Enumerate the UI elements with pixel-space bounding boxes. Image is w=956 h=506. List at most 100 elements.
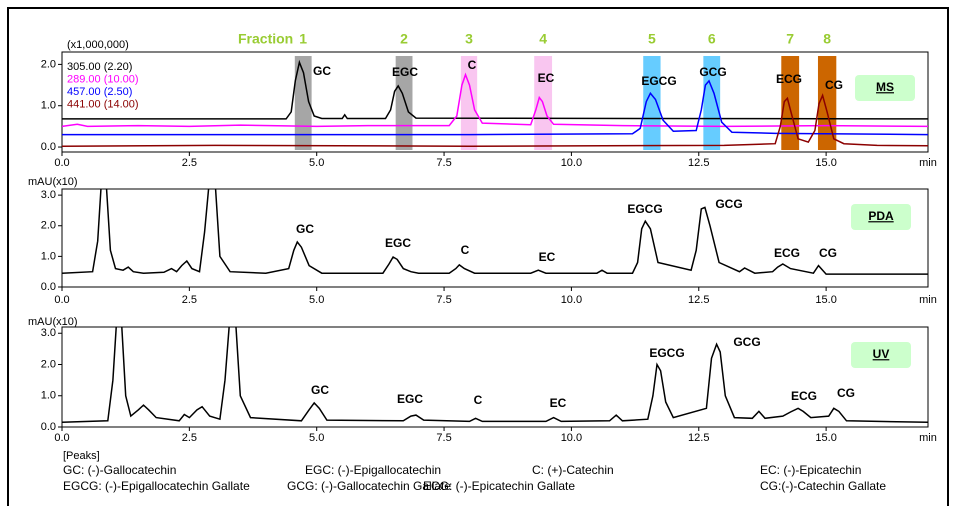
fraction-number: 3 <box>465 31 473 47</box>
legend-entry: 305.00 (2.20) <box>67 61 132 73</box>
y-tick-label: 1.0 <box>41 250 56 262</box>
fraction-number: 1 <box>299 31 307 47</box>
peak-label: EC <box>550 396 567 410</box>
peak-legend-item: EGC: (-)-Epigallocatechin <box>305 463 441 477</box>
x-tick-label: 5.0 <box>309 432 324 444</box>
x-tick-label: 12.5 <box>688 294 709 306</box>
peak-label: ECG <box>776 72 802 86</box>
fraction-number: 6 <box>708 31 716 47</box>
trace <box>62 93 928 147</box>
peak-label: EGC <box>397 392 423 406</box>
x-tick-label: 7.5 <box>436 432 451 444</box>
y-tick-label: 3.0 <box>41 327 56 339</box>
plot-frame <box>61 51 929 153</box>
peak-label: CG <box>837 386 855 400</box>
x-tick-label: 7.5 <box>436 294 451 306</box>
peak-label: C <box>461 243 470 257</box>
traces <box>62 327 928 424</box>
panel-label: UV <box>873 347 890 361</box>
peak-legend-item: EGCG: (-)-Epigallocatechin Gallate <box>63 479 250 493</box>
peak-label: EGCG <box>641 74 676 88</box>
trace <box>62 59 928 120</box>
panel-label-box <box>851 204 911 230</box>
x-tick-label: 10.0 <box>561 294 582 306</box>
x-unit-label: min <box>919 157 937 169</box>
fraction-number: 8 <box>823 31 831 47</box>
peak-label: ECG <box>774 246 800 260</box>
x-tick-label: 15.0 <box>815 432 836 444</box>
legend-entry: 457.00 (2.50) <box>67 86 132 98</box>
y-tick-label: 1.0 <box>41 100 56 112</box>
x-unit-label: min <box>919 432 937 444</box>
peak-label: C <box>468 58 477 72</box>
peak-label: EC <box>539 250 556 264</box>
trace <box>62 327 928 424</box>
fraction-band <box>395 56 413 150</box>
x-tick-label: 2.5 <box>182 432 197 444</box>
y-tick-label: 3.0 <box>41 189 56 201</box>
fraction-number: 7 <box>786 31 794 47</box>
y-tick-label: 0.0 <box>41 141 56 153</box>
fraction-number: 5 <box>648 31 656 47</box>
panel-label: PDA <box>868 209 894 223</box>
fraction-band <box>817 56 837 150</box>
peak-label: CG <box>825 78 843 92</box>
trace <box>62 189 928 275</box>
x-tick-label: 5.0 <box>309 294 324 306</box>
fraction-number: 4 <box>539 31 547 47</box>
figure-border <box>7 7 949 506</box>
peak-legend-item: GC: (-)-Gallocatechin <box>63 463 176 477</box>
x-tick-label: 10.0 <box>561 432 582 444</box>
trace <box>62 72 928 128</box>
y-unit-label: mAU(x10) <box>28 316 78 328</box>
panel-label-box <box>855 75 915 101</box>
peak-legend-item: EC: (-)-Epicatechin <box>760 463 861 477</box>
x-tick-label: 5.0 <box>309 157 324 169</box>
panel-label-box <box>851 342 911 368</box>
peak-label: EGC <box>385 236 411 250</box>
panel-label: MS <box>876 80 894 94</box>
peaks-title: [Peaks] <box>63 450 100 462</box>
x-tick-label: 2.5 <box>182 294 197 306</box>
fraction-label: Fraction <box>238 31 293 47</box>
x-tick-label: 12.5 <box>688 432 709 444</box>
x-tick-label: 2.5 <box>182 157 197 169</box>
x-tick-label: 7.5 <box>436 157 451 169</box>
x-tick-label: 0.0 <box>54 432 69 444</box>
legend-entry: 289.00 (10.00) <box>67 73 139 85</box>
x-tick-label: 0.0 <box>54 294 69 306</box>
peak-legend-item: C: (+)-Catechin <box>532 463 614 477</box>
y-tick-label: 2.0 <box>41 58 56 70</box>
peak-label: EGC <box>392 65 418 79</box>
x-tick-label: 15.0 <box>815 157 836 169</box>
peak-label: GCG <box>733 335 760 349</box>
peak-label: GC <box>296 222 314 236</box>
x-tick-label: 0.0 <box>54 157 69 169</box>
peak-legend-item: GCG: (-)-Gallocatechin Gallate <box>287 479 451 493</box>
traces <box>62 189 928 275</box>
peak-label: ECG <box>791 389 817 403</box>
fraction-band <box>460 56 478 150</box>
plot-frame <box>61 188 929 288</box>
x-unit-label: min <box>919 294 937 306</box>
peak-label: CG <box>819 246 837 260</box>
legend-entry: 441.00 (14.00) <box>67 98 139 110</box>
x-tick-label: 15.0 <box>815 294 836 306</box>
peak-label: C <box>474 393 483 407</box>
fraction-number: 2 <box>400 31 408 47</box>
plot-frame <box>61 326 929 428</box>
x-tick-label: 12.5 <box>688 157 709 169</box>
y-tick-label: 0.0 <box>41 281 56 293</box>
peak-label: GC <box>313 64 331 78</box>
peak-label: EC <box>538 71 555 85</box>
peak-label: GCG <box>699 65 726 79</box>
x-tick-label: 10.0 <box>561 157 582 169</box>
trace <box>62 79 928 136</box>
y-tick-label: 1.0 <box>41 390 56 402</box>
y-unit-label: mAU(x10) <box>28 176 78 188</box>
y-unit-label: (x1,000,000) <box>67 39 129 51</box>
traces <box>62 59 928 147</box>
peak-legend-item: CG:(-)-Catechin Gallate <box>760 479 886 493</box>
